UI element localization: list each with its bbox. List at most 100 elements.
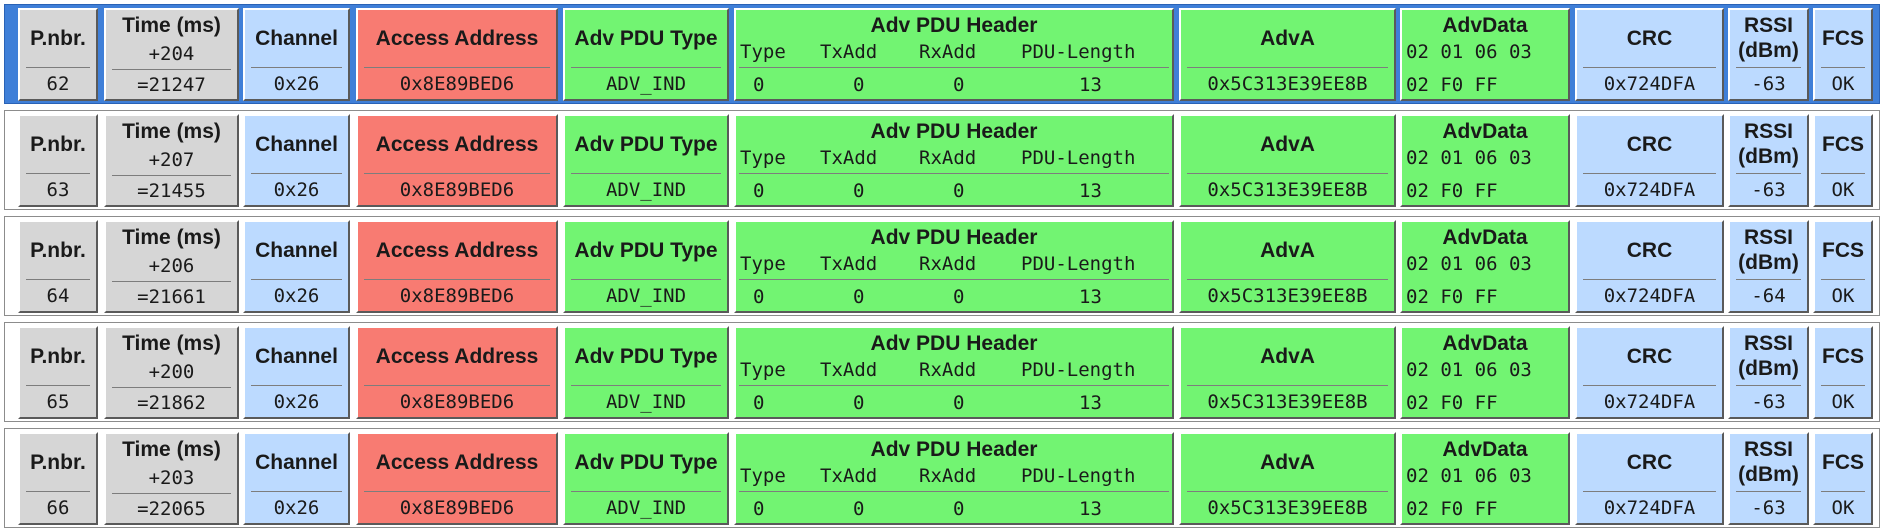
rssi-value: -63: [1751, 497, 1786, 519]
rssi-cell[interactable]: RSSI (dBm) -63: [1728, 432, 1809, 525]
crc-cell[interactable]: CRC 0x724DFA: [1575, 432, 1724, 525]
hdr-type-label: Type: [740, 253, 786, 275]
pnbr-cell[interactable]: P.nbr. 62: [18, 8, 98, 101]
rssi-cell[interactable]: RSSI (dBm) -63: [1728, 8, 1809, 101]
packet-row[interactable]: P.nbr. 63 Time (ms) +207 =21455 Channel …: [4, 110, 1880, 210]
adv-pdu-type-cell[interactable]: Adv PDU Type ADV_IND: [563, 326, 729, 419]
access-address-cell[interactable]: Access Address 0x8E89BED6: [356, 8, 558, 101]
hdr-pdu-length-value: 13: [1079, 392, 1102, 414]
pnbr-cell[interactable]: P.nbr. 63: [18, 114, 98, 207]
pnbr-cell[interactable]: P.nbr. 66: [18, 432, 98, 525]
hdr-pdu-length-label: PDU-Length: [1021, 359, 1136, 381]
pnbr-cell[interactable]: P.nbr. 65: [18, 326, 98, 419]
adv-pdu-header-cell[interactable]: Adv PDU Header Type TxAdd RxAdd PDU-Leng…: [734, 326, 1174, 419]
channel-cell[interactable]: Channel 0x26: [243, 220, 350, 313]
crc-header: CRC: [1626, 344, 1673, 368]
advdata-line-2: 02 F0 FF: [1406, 392, 1498, 414]
advdata-cell[interactable]: AdvData 02 01 06 03 02 F0 FF: [1400, 326, 1570, 419]
packet-row[interactable]: P.nbr. 64 Time (ms) +206 =21661 Channel …: [4, 216, 1880, 316]
hdr-type-value: 0: [753, 180, 765, 202]
adva-value: 0x5C313E39EE8B: [1207, 391, 1368, 413]
pnbr-header: P.nbr.: [30, 344, 86, 368]
access-address-cell[interactable]: Access Address 0x8E89BED6: [356, 326, 558, 419]
time-cell[interactable]: Time (ms) +200 =21862: [104, 326, 239, 419]
fcs-cell[interactable]: FCS OK: [1813, 220, 1873, 313]
adva-header: AdvA: [1260, 26, 1315, 50]
rssi-cell[interactable]: RSSI (dBm) -63: [1728, 114, 1809, 207]
fcs-header: FCS: [1822, 450, 1864, 474]
hdr-rxadd-value: 0: [953, 286, 965, 308]
advdata-line-1: 02 01 06 03: [1406, 253, 1532, 275]
fcs-cell[interactable]: FCS OK: [1813, 432, 1873, 525]
rssi-value: -63: [1751, 179, 1786, 201]
hdr-txadd-value: 0: [853, 286, 865, 308]
access-address-value: 0x8E89BED6: [399, 179, 515, 201]
pnbr-cell[interactable]: P.nbr. 64: [18, 220, 98, 313]
packet-row[interactable]: P.nbr. 65 Time (ms) +200 =21862 Channel …: [4, 322, 1880, 422]
fcs-cell[interactable]: FCS OK: [1813, 8, 1873, 101]
pnbr-value: 66: [46, 497, 70, 519]
adva-cell[interactable]: AdvA 0x5C313E39EE8B: [1179, 114, 1396, 207]
channel-cell[interactable]: Channel 0x26: [243, 326, 350, 419]
adv-pdu-header-cell[interactable]: Adv PDU Header Type TxAdd RxAdd PDU-Leng…: [734, 114, 1174, 207]
hdr-pdu-length-value: 13: [1079, 74, 1102, 96]
adv-pdu-header-cell[interactable]: Adv PDU Header Type TxAdd RxAdd PDU-Leng…: [734, 220, 1174, 313]
time-header: Time (ms): [122, 438, 221, 461]
adva-cell[interactable]: AdvA 0x5C313E39EE8B: [1179, 326, 1396, 419]
hdr-type-label: Type: [740, 465, 786, 487]
adva-cell[interactable]: AdvA 0x5C313E39EE8B: [1179, 220, 1396, 313]
adv-pdu-type-cell[interactable]: Adv PDU Type ADV_IND: [563, 114, 729, 207]
fcs-cell[interactable]: FCS OK: [1813, 114, 1873, 207]
advdata-cell[interactable]: AdvData 02 01 06 03 02 F0 FF: [1400, 220, 1570, 313]
rssi-header: RSSI (dBm): [1730, 116, 1807, 172]
rssi-cell[interactable]: RSSI (dBm) -63: [1728, 326, 1809, 419]
pnbr-value: 64: [46, 285, 70, 307]
rssi-value: -64: [1751, 285, 1786, 307]
crc-cell[interactable]: CRC 0x724DFA: [1575, 326, 1724, 419]
adv-pdu-type-value: ADV_IND: [605, 497, 687, 519]
channel-cell[interactable]: Channel 0x26: [243, 432, 350, 525]
adv-pdu-type-cell[interactable]: Adv PDU Type ADV_IND: [563, 8, 729, 101]
time-cell[interactable]: Time (ms) +204 =21247: [104, 8, 239, 101]
advdata-cell[interactable]: AdvData 02 01 06 03 02 F0 FF: [1400, 432, 1570, 525]
adva-value: 0x5C313E39EE8B: [1207, 73, 1368, 95]
adv-pdu-header-cell[interactable]: Adv PDU Header Type TxAdd RxAdd PDU-Leng…: [734, 432, 1174, 525]
advdata-line-1: 02 01 06 03: [1406, 41, 1532, 63]
advdata-cell[interactable]: AdvData 02 01 06 03 02 F0 FF: [1400, 114, 1570, 207]
packet-row[interactable]: P.nbr. 62 Time (ms) +204 =21247 Channel …: [4, 4, 1880, 104]
channel-cell[interactable]: Channel 0x26: [243, 8, 350, 101]
access-address-value: 0x8E89BED6: [399, 285, 515, 307]
crc-cell[interactable]: CRC 0x724DFA: [1575, 8, 1724, 101]
rssi-cell[interactable]: RSSI (dBm) -64: [1728, 220, 1809, 313]
advdata-header: AdvData: [1442, 332, 1528, 355]
adv-pdu-type-cell[interactable]: Adv PDU Type ADV_IND: [563, 220, 729, 313]
time-cell[interactable]: Time (ms) +203 =22065: [104, 432, 239, 525]
time-cell[interactable]: Time (ms) +206 =21661: [104, 220, 239, 313]
fcs-value: OK: [1831, 391, 1855, 413]
adva-cell[interactable]: AdvA 0x5C313E39EE8B: [1179, 8, 1396, 101]
advdata-cell[interactable]: AdvData 02 01 06 03 02 F0 FF: [1400, 8, 1570, 101]
fcs-cell[interactable]: FCS OK: [1813, 326, 1873, 419]
time-delta: +203: [148, 467, 195, 489]
access-address-cell[interactable]: Access Address 0x8E89BED6: [356, 114, 558, 207]
channel-header: Channel: [255, 132, 338, 156]
adva-cell[interactable]: AdvA 0x5C313E39EE8B: [1179, 432, 1396, 525]
time-absolute: =21455: [137, 180, 206, 202]
adv-pdu-header-cell[interactable]: Adv PDU Header Type TxAdd RxAdd PDU-Leng…: [734, 8, 1174, 101]
hdr-type-value: 0: [753, 286, 765, 308]
adv-pdu-type-header: Adv PDU Type: [574, 450, 718, 474]
adv-pdu-type-cell[interactable]: Adv PDU Type ADV_IND: [563, 432, 729, 525]
hdr-type-value: 0: [753, 498, 765, 520]
access-address-value: 0x8E89BED6: [399, 391, 515, 413]
advdata-header: AdvData: [1442, 226, 1528, 249]
channel-cell[interactable]: Channel 0x26: [243, 114, 350, 207]
packet-row[interactable]: P.nbr. 66 Time (ms) +203 =22065 Channel …: [4, 428, 1880, 528]
channel-header: Channel: [255, 450, 338, 474]
access-address-cell[interactable]: Access Address 0x8E89BED6: [356, 432, 558, 525]
access-address-cell[interactable]: Access Address 0x8E89BED6: [356, 220, 558, 313]
advdata-line-1: 02 01 06 03: [1406, 147, 1532, 169]
time-cell[interactable]: Time (ms) +207 =21455: [104, 114, 239, 207]
crc-cell[interactable]: CRC 0x724DFA: [1575, 114, 1724, 207]
crc-cell[interactable]: CRC 0x724DFA: [1575, 220, 1724, 313]
